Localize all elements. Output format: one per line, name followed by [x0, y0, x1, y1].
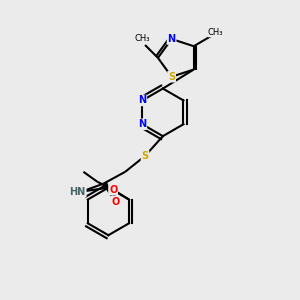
Text: CH₃: CH₃: [208, 28, 223, 37]
Text: CH₃: CH₃: [134, 34, 150, 43]
Text: O: O: [111, 196, 119, 206]
Text: N: N: [138, 95, 146, 106]
Text: O: O: [109, 184, 117, 195]
Text: HN: HN: [70, 187, 86, 196]
Text: S: S: [142, 151, 148, 161]
Text: S: S: [168, 72, 175, 82]
Text: N: N: [168, 34, 176, 44]
Text: N: N: [138, 119, 146, 129]
